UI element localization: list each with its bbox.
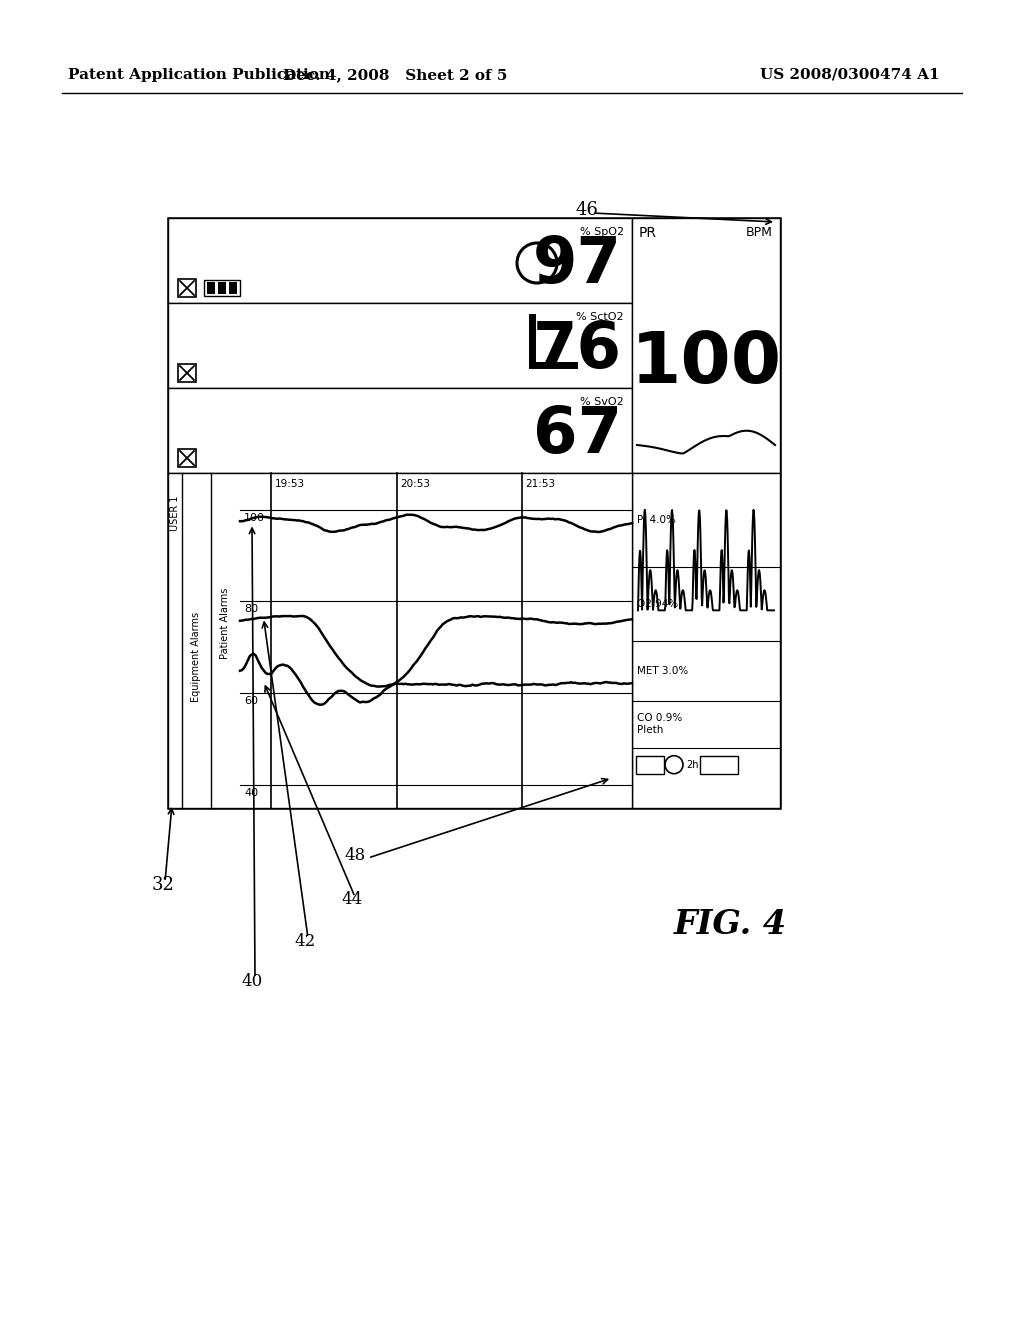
Text: US 2008/0300474 A1: US 2008/0300474 A1	[760, 69, 940, 82]
Text: 97: 97	[534, 234, 622, 296]
Bar	[178, 449, 196, 467]
Bar	[168, 218, 780, 808]
Text: Equipment Alarms: Equipment Alarms	[191, 612, 201, 702]
Bar	[204, 280, 240, 296]
Bar	[700, 755, 738, 774]
Text: 67: 67	[532, 404, 622, 466]
Text: 32: 32	[152, 876, 175, 894]
Text: 100: 100	[244, 512, 265, 523]
Bar	[178, 279, 196, 297]
Bar	[218, 282, 226, 294]
Text: Patient Alarms: Patient Alarms	[220, 589, 230, 660]
Text: % SpO2: % SpO2	[580, 227, 624, 238]
Text: USER 1: USER 1	[170, 495, 180, 531]
Text: Dec. 4, 2008   Sheet 2 of 5: Dec. 4, 2008 Sheet 2 of 5	[283, 69, 507, 82]
Text: CO 0.9%
Pleth: CO 0.9% Pleth	[637, 713, 682, 735]
Text: 80: 80	[244, 605, 258, 615]
Text: L/R: L/R	[642, 760, 657, 770]
Text: O2 94%: O2 94%	[637, 599, 678, 609]
Text: % SvO2: % SvO2	[581, 397, 624, 407]
Bar	[168, 304, 632, 388]
Text: PI 4.0%: PI 4.0%	[637, 515, 676, 525]
Text: 21:53: 21:53	[525, 479, 555, 488]
Text: 2h: 2h	[686, 760, 698, 770]
Text: MET 3.0%: MET 3.0%	[637, 665, 688, 676]
Bar	[632, 218, 780, 473]
Text: 40: 40	[244, 788, 258, 799]
Bar	[636, 755, 664, 774]
Text: Menu: Menu	[705, 760, 733, 770]
Text: 46: 46	[575, 201, 598, 219]
Text: BPM: BPM	[746, 226, 773, 239]
Bar	[168, 388, 632, 473]
Text: 100: 100	[631, 329, 781, 397]
Bar	[207, 282, 215, 294]
Text: 76: 76	[532, 319, 622, 381]
Text: 48: 48	[344, 846, 366, 863]
Text: 60: 60	[244, 696, 258, 706]
Text: 44: 44	[341, 891, 362, 908]
Text: 20:53: 20:53	[399, 479, 430, 488]
Bar	[168, 218, 632, 304]
Bar	[632, 473, 780, 808]
Text: FIG. 4: FIG. 4	[674, 908, 786, 941]
Text: 40: 40	[242, 974, 262, 990]
Text: % SctO2: % SctO2	[577, 312, 624, 322]
Text: Patent Application Publication: Patent Application Publication	[68, 69, 330, 82]
Text: 42: 42	[294, 933, 315, 950]
Bar	[178, 364, 196, 381]
Bar	[229, 282, 237, 294]
Bar	[168, 473, 632, 808]
Text: 19:53: 19:53	[274, 479, 304, 488]
Text: PR: PR	[639, 226, 657, 240]
